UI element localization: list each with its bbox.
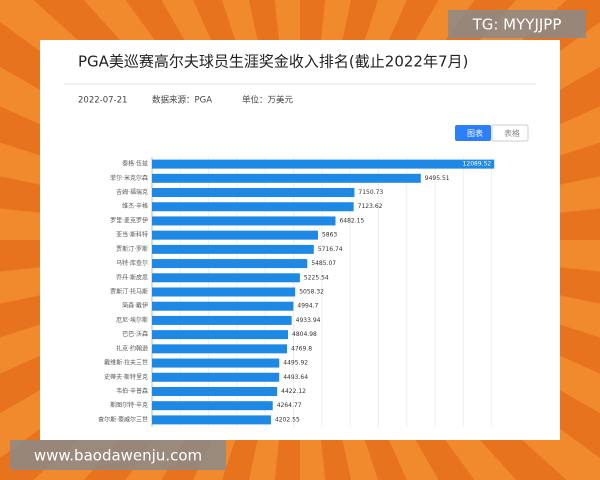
- value-label: 4493.64: [283, 374, 308, 381]
- card: [40, 40, 560, 440]
- value-label: 4422.12: [281, 388, 306, 395]
- y-tick-label: 史蒂夫·斯特里克: [104, 373, 148, 381]
- bar: [152, 358, 280, 368]
- bar: [152, 202, 354, 212]
- value-label: 4933.94: [296, 317, 321, 324]
- plot: 泰格·伍兹 12089.52 菲尔·米克尔森 9495.51 吉姆·福瑞克 7150.73…: [98, 157, 495, 427]
- bar: [152, 173, 421, 183]
- value-label: 12089.52: [463, 161, 492, 168]
- unit: 单位：万美元: [242, 95, 294, 106]
- chart-button[interactable]: [455, 125, 491, 141]
- y-tick-label: 吉姆·福瑞克: [116, 188, 148, 196]
- bar: [152, 230, 318, 240]
- bar: [152, 159, 495, 169]
- y-tick-label: 乔丹·斯皮思: [116, 273, 148, 281]
- y-tick-label: 巴巴·沃森: [122, 330, 148, 338]
- y-tick-label: 贾斯汀·托马斯: [110, 288, 148, 296]
- chart-button-label[interactable]: 图表: [467, 128, 483, 138]
- table-button-label[interactable]: 表格: [504, 128, 520, 138]
- y-tick-label: 罗里·麦克罗伊: [110, 216, 148, 224]
- y-tick-label: 菲尔·米克尔森: [110, 174, 148, 182]
- bar: [152, 330, 289, 340]
- chart-title: PGA美巡赛高尔夫球员生涯奖金收入排名(截止2022年7月): [78, 53, 468, 71]
- y-tick-label: 维杰·辛格: [122, 202, 148, 210]
- bar: [152, 415, 271, 425]
- bar: [152, 188, 355, 198]
- bar: [152, 386, 278, 396]
- value-label: 4769.8: [291, 345, 312, 352]
- y-tick-label: 斯图尔特·辛克: [110, 401, 148, 409]
- value-label: 9495.51: [425, 175, 450, 182]
- y-tick-label: 戴维斯·拉夫三世: [104, 359, 148, 367]
- bar: [152, 401, 273, 411]
- y-tick-label: 贾斯汀·罗斯: [116, 245, 148, 253]
- y-tick-label: 泰格·伍兹: [122, 160, 148, 168]
- bar: [152, 315, 292, 325]
- value-label: 5058.32: [299, 289, 324, 296]
- y-tick-label: 简森·戴伊: [122, 302, 148, 310]
- y-tick-label: 亚当·斯科特: [116, 231, 148, 239]
- source: 数据来源：PGA: [152, 95, 212, 106]
- value-label: 7123.62: [358, 203, 383, 210]
- value-label: 5225.54: [304, 274, 329, 281]
- watermark-top: TG: MYYJJPP: [472, 16, 562, 34]
- y-tick-label: 韦伯·辛普森: [116, 387, 148, 395]
- bar: [152, 244, 314, 254]
- date: 2022-07-21: [78, 96, 127, 106]
- value-label: 6482.15: [339, 217, 364, 224]
- watermark-bottom: www.baodawenju.com: [34, 447, 202, 465]
- bar: [152, 216, 336, 226]
- value-label: 5863: [322, 232, 337, 239]
- y-tick-label: 厄尼·埃尔斯: [116, 316, 148, 324]
- y-tick-label: 扎克·约翰逊: [116, 344, 148, 352]
- value-label: 4495.92: [283, 360, 308, 367]
- bar: [152, 259, 308, 269]
- watermark-box: [448, 10, 586, 38]
- value-label: 5716.74: [318, 246, 343, 253]
- value-label: 4804.98: [292, 331, 317, 338]
- bar: [152, 301, 294, 311]
- value-label: 4994.7: [297, 303, 318, 310]
- bar: [152, 344, 288, 354]
- value-label: 4202.55: [275, 416, 300, 423]
- value-label: 5485.07: [311, 260, 336, 267]
- value-label: 4264.77: [277, 402, 302, 409]
- bar: [152, 273, 300, 283]
- watermark-box: [10, 440, 226, 470]
- y-tick-label: 查尔斯·豪威尔三世: [98, 415, 148, 423]
- bar: [152, 287, 296, 297]
- bar: [152, 372, 280, 382]
- value-label: 7150.73: [358, 189, 383, 196]
- table-button[interactable]: [491, 124, 529, 142]
- y-tick-label: 马特·库查尔: [116, 259, 148, 267]
